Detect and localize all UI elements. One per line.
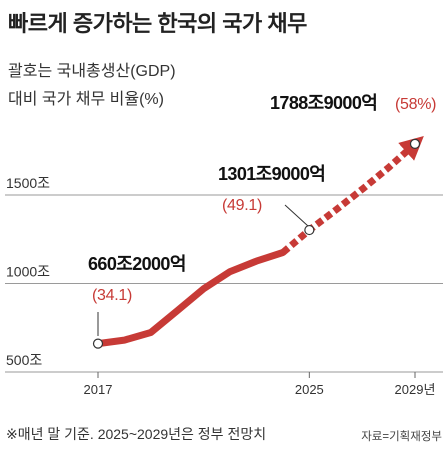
data-point-marker <box>409 138 421 149</box>
annotation-ratio-label: (58%) <box>395 96 436 113</box>
annotation-layer: 660조2000억 (34.1) 1301조9000억 (49.1) 1788조9000… <box>88 93 436 349</box>
annotation-value-label: 660조2000억 <box>88 254 186 274</box>
series-layer <box>94 135 424 348</box>
chart-subtitle: 괄호는 국내총생산(GDP) 대비 국가 채무 비율(%) <box>8 63 176 108</box>
annotation-ratio-label: (49.1) <box>222 197 262 214</box>
chart-title: 빠르게 증가하는 한국의 국가 채무 <box>8 11 307 36</box>
axis-layer: 500조 1000조 1500조 2017 2025 2029년 <box>6 175 435 397</box>
y-tick-label: 500조 <box>6 352 42 368</box>
data-point-marker <box>304 224 315 236</box>
x-tick-label: 2025 <box>295 382 324 397</box>
footnote: ※매년 말 기준. 2025~2029년은 정부 전망치 <box>6 426 267 442</box>
series-line-projection <box>280 135 424 256</box>
y-tick-label: 1000조 <box>6 264 50 280</box>
x-tick-label: 2029년 <box>395 382 436 397</box>
annotation-leader <box>284 204 309 227</box>
series-line-actual <box>94 249 287 348</box>
annotation-value-label: 1788조9000억 <box>270 93 377 113</box>
x-tick-label: 2017 <box>84 382 113 397</box>
source-credit: 자료=기획재정부 <box>361 431 442 443</box>
y-tick-label: 1500조 <box>6 175 50 191</box>
data-point-marker <box>92 338 104 349</box>
grid-layer <box>5 194 443 373</box>
annotation-ratio-label: (34.1) <box>92 287 132 304</box>
annotation-value-label: 1301조9000억 <box>218 164 325 184</box>
